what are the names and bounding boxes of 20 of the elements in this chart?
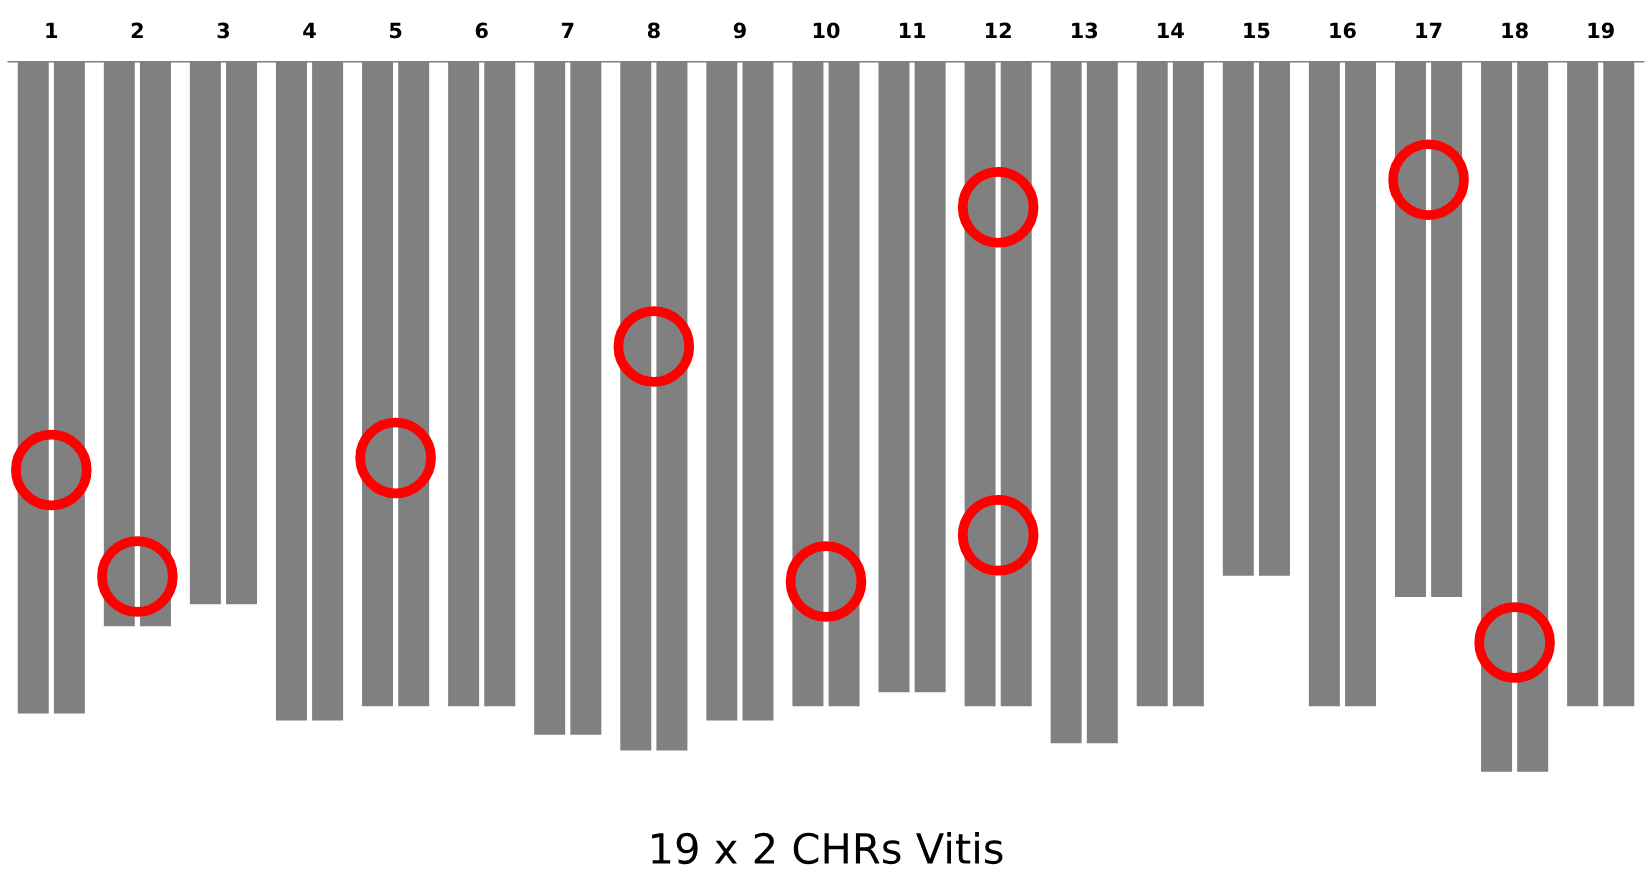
x-tick-label: 8: [647, 22, 660, 39]
x-tick-label: 18: [1502, 22, 1528, 39]
x-tick-label: 14: [1158, 22, 1184, 39]
x-tick-label: 16: [1330, 22, 1356, 39]
x-tick-label: 12: [986, 22, 1011, 39]
text: 19 x 2 CHRs Vitis: [652, 831, 1003, 865]
x-tick-label: 10: [813, 22, 840, 39]
x-tick-label: 3: [217, 22, 230, 39]
x-tick-label: 5: [389, 22, 402, 39]
x-tick-label: 2: [131, 22, 143, 39]
x-tick-label: 13: [1072, 22, 1098, 39]
x-tick-label: 7: [561, 22, 574, 39]
x-tick-label: 9: [733, 22, 746, 39]
x-tick-label: 6: [475, 22, 488, 39]
x-tick-label: 11: [899, 22, 926, 39]
x-tick-label: 19: [1588, 22, 1614, 39]
x-tick-label: 1: [46, 22, 58, 39]
x-tick-label: 17: [1416, 22, 1442, 39]
x-tick-label: 4: [303, 22, 316, 39]
x-tick-label: 15: [1244, 22, 1270, 39]
